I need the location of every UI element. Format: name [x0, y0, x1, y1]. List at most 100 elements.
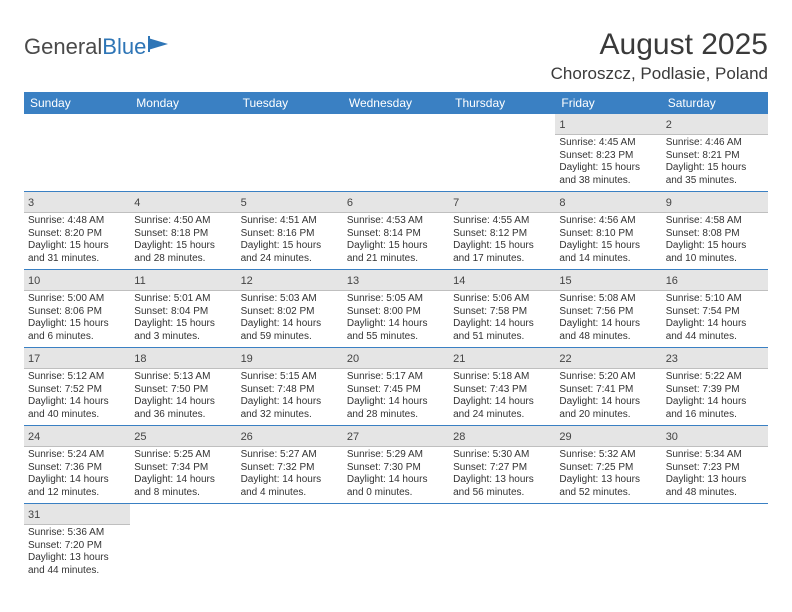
day-number-row: 24: [24, 426, 130, 447]
calendar-row: 3 Sunrise: 4:48 AMSunset: 8:20 PMDaylight…: [24, 192, 768, 270]
month-title: August 2025: [551, 28, 768, 62]
day-number: 7: [453, 197, 459, 209]
day-info: Sunrise: 5:06 AMSunset: 7:58 PMDaylight:…: [453, 293, 551, 343]
day-info: Sunrise: 5:13 AMSunset: 7:50 PMDaylight:…: [134, 371, 232, 421]
day-number: 4: [134, 197, 140, 209]
day-info: Sunrise: 4:48 AMSunset: 8:20 PMDaylight:…: [28, 215, 126, 265]
empty-cell: [449, 114, 555, 192]
day-info: Sunrise: 5:22 AMSunset: 7:39 PMDaylight:…: [666, 371, 764, 421]
day-info: Sunrise: 5:18 AMSunset: 7:43 PMDaylight:…: [453, 371, 551, 421]
empty-cell: [237, 114, 343, 192]
calendar-body: 1Sunrise: 4:45 AMSunset: 8:23 PMDaylight…: [24, 114, 768, 581]
day-number-row: 30: [662, 426, 768, 447]
day-number-row: 3: [24, 192, 130, 213]
day-cell: 25 Sunrise: 5:25 AMSunset: 7:34 PMDayligh…: [130, 426, 236, 504]
day-info: Sunrise: 5:27 AMSunset: 7:32 PMDaylight:…: [241, 449, 339, 499]
day-info: Sunrise: 5:03 AMSunset: 8:02 PMDaylight:…: [241, 293, 339, 343]
day-cell: 27Sunrise: 5:29 AMSunset: 7:30 PMDayligh…: [343, 426, 449, 504]
day-number: 10: [28, 275, 40, 287]
day-cell: 30Sunrise: 5:34 AMSunset: 7:23 PMDayligh…: [662, 426, 768, 504]
day-number: 25: [134, 431, 146, 443]
day-number: 16: [666, 275, 678, 287]
day-info: Sunrise: 5:01 AMSunset: 8:04 PMDaylight:…: [134, 293, 232, 343]
day-number: 24: [28, 431, 40, 443]
day-info: Sunrise: 5:05 AMSunset: 8:00 PMDaylight:…: [347, 293, 445, 343]
day-cell: 16Sunrise: 5:10 AMSunset: 7:54 PMDayligh…: [662, 270, 768, 348]
day-number: 21: [453, 353, 465, 365]
day-number: 30: [666, 431, 678, 443]
day-cell: 22 Sunrise: 5:20 AMSunset: 7:41 PMDayligh…: [555, 348, 661, 426]
day-number-row: 9: [662, 192, 768, 213]
day-number-row: 4: [130, 192, 236, 213]
empty-cell: [130, 114, 236, 192]
empty-cell: [237, 504, 343, 582]
day-cell: 29Sunrise: 5:32 AMSunset: 7:25 PMDayligh…: [555, 426, 661, 504]
day-info: Sunrise: 4:55 AMSunset: 8:12 PMDaylight:…: [453, 215, 551, 265]
day-number-row: 6: [343, 192, 449, 213]
calendar-row: 24 Sunrise: 5:24 AMSunset: 7:36 PMDayligh…: [24, 426, 768, 504]
day-info: Sunrise: 4:51 AMSunset: 8:16 PMDaylight:…: [241, 215, 339, 265]
day-info: Sunrise: 5:20 AMSunset: 7:41 PMDaylight:…: [559, 371, 657, 421]
day-cell: 6Sunrise: 4:53 AMSunset: 8:14 PMDaylight…: [343, 192, 449, 270]
day-number-row: 15: [555, 270, 661, 291]
day-cell: 17Sunrise: 5:12 AMSunset: 7:52 PMDayligh…: [24, 348, 130, 426]
day-number-row: 8: [555, 192, 661, 213]
day-cell: 13Sunrise: 5:05 AMSunset: 8:00 PMDayligh…: [343, 270, 449, 348]
empty-cell: [555, 504, 661, 582]
day-info: Sunrise: 5:30 AMSunset: 7:27 PMDaylight:…: [453, 449, 551, 499]
day-info: Sunrise: 4:50 AMSunset: 8:18 PMDaylight:…: [134, 215, 232, 265]
logo-flag-icon: [148, 32, 172, 58]
day-number: 26: [241, 431, 253, 443]
day-cell: 9Sunrise: 4:58 AMSunset: 8:08 PMDaylight…: [662, 192, 768, 270]
day-info: Sunrise: 5:00 AMSunset: 8:06 PMDaylight:…: [28, 293, 126, 343]
calendar-row: 1Sunrise: 4:45 AMSunset: 8:23 PMDaylight…: [24, 114, 768, 192]
empty-cell: [130, 504, 236, 582]
day-number-row: 31: [24, 504, 130, 525]
day-info: Sunrise: 5:12 AMSunset: 7:52 PMDaylight:…: [28, 371, 126, 421]
day-number-row: 28: [449, 426, 555, 447]
day-number: 3: [28, 197, 34, 209]
empty-cell: [24, 114, 130, 192]
day-header: Sunday: [24, 92, 130, 114]
day-number-row: 26: [237, 426, 343, 447]
day-cell: 19Sunrise: 5:15 AMSunset: 7:48 PMDayligh…: [237, 348, 343, 426]
day-number-row: 1: [555, 114, 661, 135]
day-number: 5: [241, 197, 247, 209]
day-cell: 23Sunrise: 5:22 AMSunset: 7:39 PMDayligh…: [662, 348, 768, 426]
day-number: 15: [559, 275, 571, 287]
day-number: 14: [453, 275, 465, 287]
day-cell: 4 Sunrise: 4:50 AMSunset: 8:18 PMDaylight…: [130, 192, 236, 270]
day-info: Sunrise: 5:25 AMSunset: 7:34 PMDaylight:…: [134, 449, 232, 499]
empty-cell: [343, 504, 449, 582]
day-cell: 3 Sunrise: 4:48 AMSunset: 8:20 PMDaylight…: [24, 192, 130, 270]
day-number: 18: [134, 353, 146, 365]
header: GeneralBlue August 2025 Choroszcz, Podla…: [24, 28, 768, 84]
day-number-row: 5: [237, 192, 343, 213]
calendar-row: 17Sunrise: 5:12 AMSunset: 7:52 PMDayligh…: [24, 348, 768, 426]
day-number-row: 18: [130, 348, 236, 369]
day-number-row: 23: [662, 348, 768, 369]
day-info: Sunrise: 4:46 AMSunset: 8:21 PMDaylight:…: [666, 137, 764, 187]
day-header: Tuesday: [237, 92, 343, 114]
day-info: Sunrise: 5:08 AMSunset: 7:56 PMDaylight:…: [559, 293, 657, 343]
day-number-row: 16: [662, 270, 768, 291]
day-cell: 26 Sunrise: 5:27 AMSunset: 7:32 PMDayligh…: [237, 426, 343, 504]
day-number-row: 22: [555, 348, 661, 369]
day-cell: 5 Sunrise: 4:51 AMSunset: 8:16 PMDaylight…: [237, 192, 343, 270]
day-number-row: 2: [662, 114, 768, 135]
day-info: Sunrise: 5:24 AMSunset: 7:36 PMDaylight:…: [28, 449, 126, 499]
day-number-row: 10: [24, 270, 130, 291]
day-cell: 14 Sunrise: 5:06 AMSunset: 7:58 PMDayligh…: [449, 270, 555, 348]
day-header-row: SundayMondayTuesdayWednesdayThursdayFrid…: [24, 92, 768, 114]
day-number-row: 14: [449, 270, 555, 291]
day-number: 22: [559, 353, 571, 365]
day-info: Sunrise: 5:32 AMSunset: 7:25 PMDaylight:…: [559, 449, 657, 499]
day-info: Sunrise: 4:58 AMSunset: 8:08 PMDaylight:…: [666, 215, 764, 265]
day-number-row: 20: [343, 348, 449, 369]
day-header: Monday: [130, 92, 236, 114]
day-cell: 21 Sunrise: 5:18 AMSunset: 7:43 PMDayligh…: [449, 348, 555, 426]
day-number-row: 25: [130, 426, 236, 447]
day-cell: 7 Sunrise: 4:55 AMSunset: 8:12 PMDaylight…: [449, 192, 555, 270]
logo-text-2: Blue: [102, 34, 146, 60]
day-info: Sunrise: 5:36 AMSunset: 7:20 PMDaylight:…: [28, 527, 126, 577]
